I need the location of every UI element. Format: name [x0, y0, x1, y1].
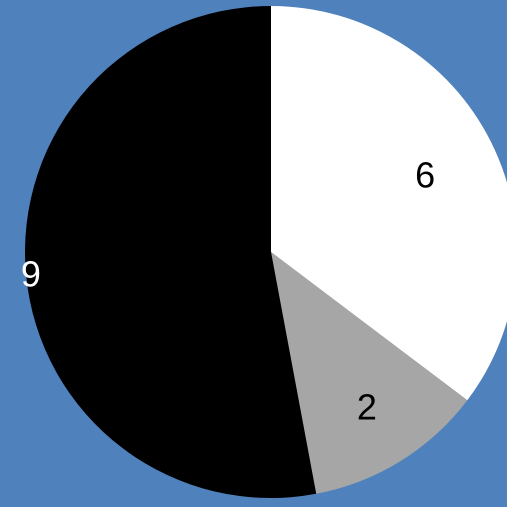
- pie-slices: [25, 6, 507, 498]
- data-label-6: 6: [415, 155, 435, 196]
- pie-slice-2: [271, 252, 468, 494]
- pie-slice-9: [25, 6, 317, 498]
- data-label-9: 9: [21, 254, 41, 295]
- pie-slice-6: [271, 6, 507, 401]
- pie-data-labels: 6 2 9: [21, 155, 435, 428]
- data-label-2: 2: [357, 386, 377, 427]
